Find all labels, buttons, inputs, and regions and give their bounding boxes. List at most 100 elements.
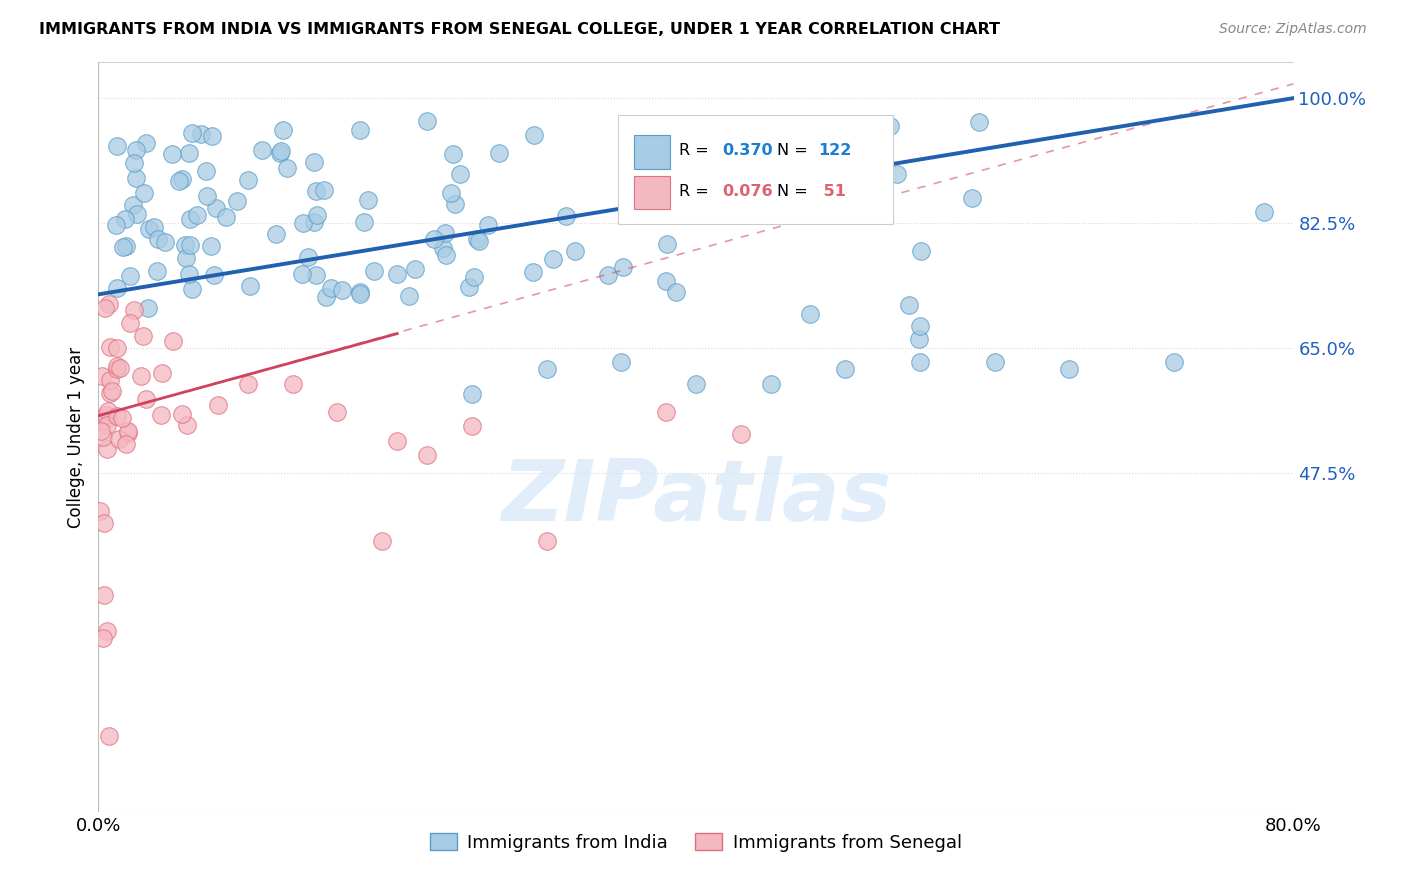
Point [173, 238, 195, 252]
Point [276, 161, 298, 175]
Point [239, 278, 262, 293]
Point [984, 355, 1007, 369]
Point [886, 167, 908, 181]
Point [117, 424, 139, 438]
Point [477, 219, 499, 233]
Point [105, 341, 128, 355]
Point [907, 332, 929, 346]
Point [598, 268, 620, 282]
Point [865, 153, 887, 168]
Point [416, 448, 439, 462]
Point [100, 340, 122, 354]
Point [488, 145, 510, 160]
Point [655, 405, 678, 419]
Point [111, 240, 134, 254]
Point [269, 145, 291, 160]
Point [148, 232, 170, 246]
Point [349, 123, 371, 137]
Point [304, 155, 326, 169]
Point [703, 205, 725, 219]
Point [136, 301, 159, 315]
Point [91, 430, 114, 444]
Point [404, 261, 426, 276]
Point [271, 123, 294, 137]
Point [302, 214, 325, 228]
Point [114, 211, 136, 226]
Point [281, 376, 304, 391]
Point [107, 433, 129, 447]
Point [457, 279, 479, 293]
Point [138, 221, 160, 235]
Point [97, 411, 120, 425]
Point [863, 122, 886, 136]
Point [162, 334, 184, 348]
Y-axis label: College, Under 1 year: College, Under 1 year [67, 346, 86, 528]
Text: Source: ZipAtlas.com: Source: ZipAtlas.com [1219, 22, 1367, 37]
Point [799, 307, 821, 321]
Point [105, 281, 128, 295]
Point [305, 208, 328, 222]
Point [398, 289, 420, 303]
Point [770, 195, 793, 210]
Point [105, 362, 128, 376]
Point [181, 126, 204, 140]
Point [305, 184, 328, 198]
Text: 122: 122 [818, 144, 851, 159]
Point [349, 286, 371, 301]
Point [98, 374, 121, 388]
Point [93, 301, 115, 315]
Point [120, 268, 142, 283]
Point [179, 238, 201, 252]
Text: R =: R = [679, 144, 714, 159]
Point [122, 155, 145, 169]
Point [160, 146, 183, 161]
Point [349, 285, 371, 299]
Point [107, 409, 129, 424]
Point [314, 182, 336, 196]
Point [201, 129, 224, 144]
Point [96, 624, 118, 638]
Point [202, 268, 225, 283]
Point [385, 434, 409, 448]
Point [127, 207, 149, 221]
Point [564, 244, 586, 259]
Text: 0.076: 0.076 [723, 184, 773, 199]
Point [174, 251, 197, 265]
Point [97, 729, 120, 743]
Point [115, 239, 138, 253]
Point [114, 436, 136, 450]
Point [879, 119, 901, 133]
Point [305, 268, 328, 282]
Point [98, 385, 121, 400]
Text: 51: 51 [818, 184, 846, 199]
Point [181, 282, 204, 296]
Point [1059, 362, 1081, 376]
Text: N =: N = [778, 144, 813, 159]
Point [118, 316, 141, 330]
Point [96, 417, 118, 432]
Text: N =: N = [778, 184, 813, 199]
Point [441, 146, 464, 161]
Point [330, 283, 353, 297]
Point [730, 426, 752, 441]
Point [668, 202, 690, 216]
Point [897, 298, 920, 312]
Point [960, 191, 983, 205]
Point [238, 173, 260, 187]
Point [657, 236, 679, 251]
Point [449, 167, 471, 181]
Point [170, 171, 193, 186]
Point [117, 426, 139, 441]
Point [135, 136, 157, 150]
Point [177, 145, 200, 160]
Point [195, 189, 218, 203]
Point [93, 588, 115, 602]
Point [125, 143, 148, 157]
Point [433, 227, 456, 241]
Point [93, 516, 115, 530]
Point [186, 208, 208, 222]
Point [167, 174, 190, 188]
Point [89, 504, 111, 518]
Point [319, 281, 342, 295]
Point [416, 113, 439, 128]
